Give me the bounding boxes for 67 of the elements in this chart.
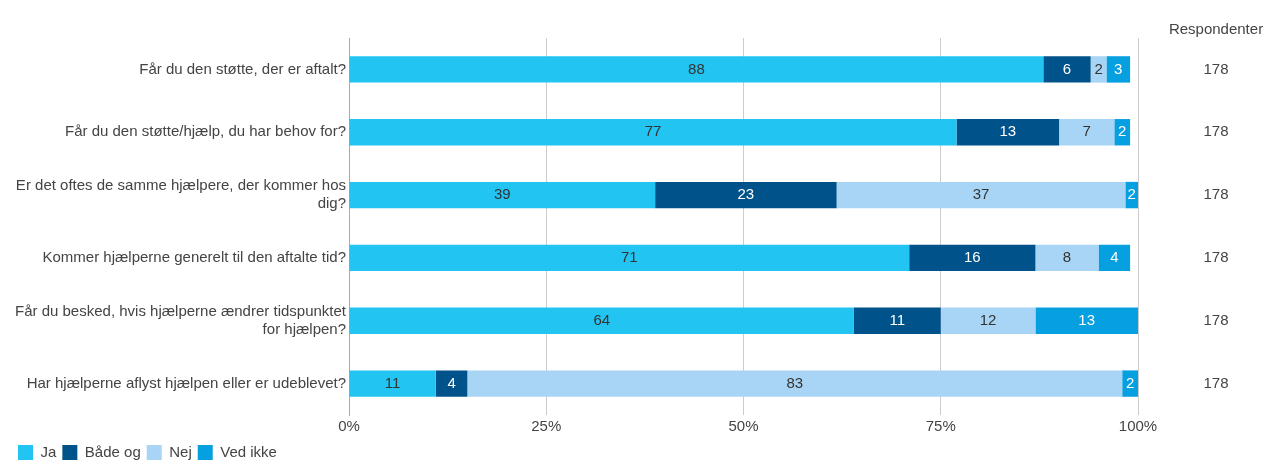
data-label: 64 (593, 310, 611, 328)
bar (467, 370, 1123, 397)
data-label: 77 (644, 122, 662, 140)
legend-label: Ved ikke (220, 442, 277, 460)
bar (1035, 307, 1138, 334)
text: 178 (1203, 248, 1229, 266)
bar (1043, 56, 1091, 83)
data-label: 11 (384, 373, 401, 391)
data-label: 13 (1078, 310, 1096, 328)
y-tick-label: Er det oftes de samme hjælpere, der kommer hos dig? (15, 176, 347, 212)
bar (349, 119, 957, 146)
y-tick-label: Får du den støtte/hjælp, du har behov for? (65, 122, 347, 140)
text: 178 (1203, 122, 1229, 140)
data-label: 37 (972, 185, 990, 203)
y-tick-label: Har hjælperne aflyst hjælpen eller er udeblevet? (26, 373, 347, 391)
data-label: 8 (1062, 248, 1072, 266)
bar (349, 370, 436, 397)
bar (1122, 370, 1138, 397)
bar (940, 307, 1036, 334)
bar (349, 181, 656, 209)
x-tick-label: 100% (1118, 417, 1158, 435)
data-label: 6 (1062, 59, 1072, 77)
data-label: 7 (1082, 122, 1091, 140)
bar (349, 307, 854, 334)
data-label: 39 (493, 185, 511, 203)
y-tick-label: Får du besked, hvis hjælperne ændrer tidspunktet for hjælpen? (15, 301, 347, 337)
legend-label: Både og (84, 442, 141, 460)
x-tick-label: 25% (531, 417, 562, 435)
x-tick-label: 75% (925, 417, 956, 435)
data-label: 2 (1094, 59, 1103, 77)
data-label: 11 (889, 310, 906, 328)
data-label: 88 (688, 59, 705, 77)
bar (853, 307, 941, 334)
y-tick-label: Kommer hjælperne generelt til den aftalte tid? (42, 248, 347, 266)
text: 178 (1203, 59, 1229, 77)
data-label: 13 (999, 122, 1017, 140)
data-label: 4 (447, 373, 456, 391)
x-tick-label: 0% (338, 417, 360, 435)
data-label: 4 (1110, 248, 1119, 266)
data-label: 2 (1125, 373, 1135, 391)
data-label: 2 (1118, 122, 1127, 140)
data-label: 16 (963, 248, 981, 266)
x-tick-label: 50% (728, 417, 759, 435)
legend-label: Ja (40, 442, 57, 460)
bar (655, 181, 837, 209)
bar (956, 119, 1060, 146)
text: 178 (1203, 185, 1229, 203)
data-label: 3 (1114, 59, 1123, 77)
bar (349, 56, 1044, 83)
text: Respondenter (1168, 20, 1264, 38)
text: 178 (1203, 310, 1229, 328)
data-label: 83 (786, 373, 804, 391)
data-label: 71 (621, 248, 638, 266)
bar (1106, 56, 1131, 83)
bar (1035, 244, 1099, 272)
text: 178 (1203, 373, 1229, 391)
bar (836, 181, 1126, 209)
data-label: 12 (979, 310, 997, 328)
y-tick-label: Får du den støtte, der er aftalt? (139, 59, 347, 77)
bar (909, 244, 1036, 272)
bar (349, 244, 910, 272)
legend-label: Nej (169, 442, 192, 460)
data-label: 23 (737, 185, 755, 203)
data-label: 2 (1127, 185, 1136, 203)
bar (1098, 244, 1131, 272)
bar (1059, 119, 1115, 146)
bar (435, 370, 468, 397)
